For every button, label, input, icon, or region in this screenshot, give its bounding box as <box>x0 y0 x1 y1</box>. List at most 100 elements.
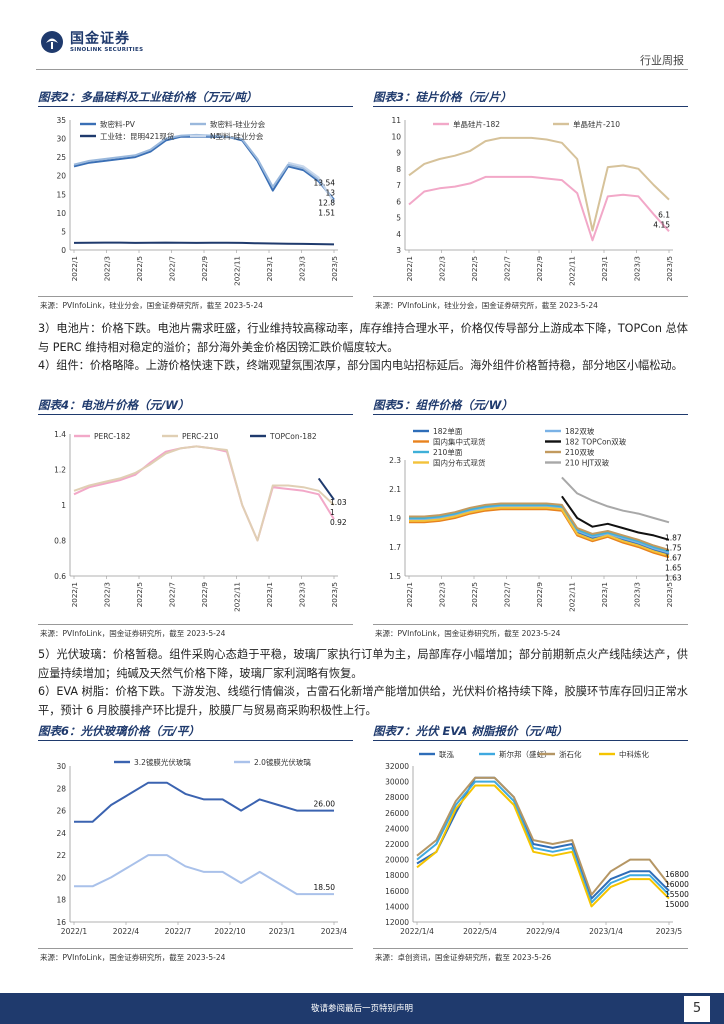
fig3-xtick-label: 2022/9 <box>535 256 544 282</box>
fig3-xtick-label: 2022/1 <box>405 256 414 281</box>
fig3-ytick-label: 11 <box>391 116 401 125</box>
fig6-chart: 16 18 20 22 24 26 28 30 2022/1 2022/4 2022/7 2022/1… <box>56 757 348 936</box>
fig7-legend-label: 斯尔邦（盛虹） <box>499 749 552 759</box>
fig7-legend-label: 联泓 <box>439 750 454 759</box>
fig7-series-line <box>416 776 670 900</box>
fig5-ytick-label: 2.1 <box>389 485 401 494</box>
fig2-end-label: 13.54 <box>314 179 336 188</box>
fig5-xtick-label: 2023/5 <box>665 582 674 607</box>
fig3-end-label: 4.15 <box>653 220 670 229</box>
fig7-xtick-label: 2023/1/4 <box>589 927 623 936</box>
fig4-xtick-label: 2022/5 <box>135 582 144 607</box>
fig6-xtick-label: 2023/4 <box>321 927 348 936</box>
fig5-end-label: 1.75 <box>665 543 682 552</box>
fig3-ytick-label: 10 <box>391 132 401 141</box>
fig5-series-line <box>409 506 670 557</box>
fig4-xtick-label: 2022/9 <box>200 582 209 608</box>
fig2-ytick-label: 10 <box>56 209 66 218</box>
fig4-xtick-label: 2023/1 <box>265 582 274 607</box>
fig6-source-rule <box>38 948 353 949</box>
fig5-series-line <box>561 476 670 524</box>
fig5-title: 图表5：组件价格（元/W） <box>373 398 513 412</box>
fig3-ytick-label: 5 <box>396 214 401 223</box>
fig5-legend-label: 182单面 <box>433 426 463 436</box>
fig6-ytick-label: 30 <box>56 762 66 771</box>
fig6-end-label: 26.00 <box>314 800 336 809</box>
fig6-series-line <box>74 781 334 823</box>
fig6-legend-label: 3.2镀膜光伏玻璃 <box>134 757 191 767</box>
fig5-title-rule <box>373 414 688 415</box>
fig7-ytick-label: 32000 <box>385 762 409 771</box>
fig5-xtick-label: 2022/11 <box>568 582 577 612</box>
fig3-legend-label: 单晶硅片-210 <box>573 119 620 129</box>
fig5-xtick-label: 2023/1 <box>600 582 609 607</box>
fig2-series-line <box>73 241 335 246</box>
fig4-title-rule <box>38 414 353 415</box>
fig3-ytick-label: 7 <box>396 181 401 190</box>
fig4-end-label: 1 <box>330 508 335 517</box>
fig7-ytick-label: 30000 <box>385 778 409 787</box>
fig5-xtick-label: 2022/5 <box>470 582 479 607</box>
fig2-title-rule <box>38 106 353 107</box>
fig4-title: 图表4：电池片价格（元/W） <box>38 398 190 412</box>
fig6-xtick-label: 2022/1 <box>61 927 88 936</box>
fig7-end-label: 15500 <box>665 890 689 899</box>
fig5-source: 来源：PVInfoLink，国金证券研究所，截至 2023-5-24 <box>375 629 561 638</box>
fig7-end-label: 16800 <box>665 870 689 879</box>
logo-en-text: SINOLINK SECURITIES <box>70 46 144 53</box>
fig3-end-label: 6.1 <box>658 210 670 219</box>
fig7-ytick-label: 22000 <box>385 840 409 849</box>
fig5-source-rule <box>373 624 688 625</box>
fig5-ytick-label: 2.3 <box>389 456 401 465</box>
fig4-series-line <box>317 477 335 501</box>
fig5-legend-label: 210单面 <box>433 447 463 457</box>
footer-bar <box>0 993 724 1024</box>
fig6-ytick-label: 22 <box>56 851 66 860</box>
fig7-ytick-label: 14000 <box>385 902 409 911</box>
page-number: 5 <box>684 996 710 1022</box>
fig4-ytick-label: 1 <box>61 501 66 510</box>
fig5-legend-label: 210 HJT双玻 <box>565 458 610 468</box>
fig2-xtick-label: 2022/7 <box>168 256 177 281</box>
fig5-legend-label: 国内分布式现货 <box>433 458 486 468</box>
fig2-legend-label: N型料-硅业分会 <box>210 131 264 141</box>
fig5-end-label: 1.87 <box>665 533 682 542</box>
fig2-xtick-label: 2023/5 <box>330 256 339 281</box>
fig3-xtick-label: 2022/7 <box>503 256 512 281</box>
fig3-source: 来源：PVInfoLink，硅业分会，国金证券研究所，截至 2023-5-24 <box>375 301 598 310</box>
fig7-xtick-label: 2022/9/4 <box>526 927 560 936</box>
fig7-xtick-label: 2023/5 <box>656 927 683 936</box>
report-type: 行业周报 <box>640 54 684 67</box>
fig5-xtick-label: 2022/1 <box>405 582 414 607</box>
fig3-title-rule <box>373 106 688 107</box>
fig2-chart: 0 5 10 15 20 25 30 35 2022/1 2022/3 2022/5 2022/7 20… <box>56 116 339 286</box>
fig5-xtick-label: 2022/9 <box>535 582 544 608</box>
fig2-xtick-label: 2022/9 <box>200 256 209 282</box>
fig2-ytick-label: 15 <box>56 190 66 199</box>
fig4-xtick-label: 2023/3 <box>298 582 307 607</box>
logo-cn-text: 国金证券 <box>70 30 130 47</box>
fig6-end-label: 18.50 <box>314 883 336 892</box>
fig5-series-line <box>409 502 670 551</box>
fig6-xtick-label: 2023/1 <box>269 927 296 936</box>
fig6-ytick-label: 24 <box>56 829 66 838</box>
company-logo: 国金证券 SINOLINK SECURITIES <box>40 30 143 54</box>
fig5-end-label: 1.65 <box>665 563 682 572</box>
fig3-xtick-label: 2023/5 <box>665 256 674 281</box>
fig3-title: 图表3：硅片价格（元/片） <box>373 90 512 104</box>
fig6-title: 图表6：光伏玻璃价格（元/平） <box>38 724 200 738</box>
fig7-end-label: 15000 <box>665 900 689 909</box>
fig5-series-line <box>409 503 670 553</box>
fig3-ytick-label: 4 <box>396 230 401 239</box>
fig2-ytick-label: 5 <box>61 227 66 236</box>
fig2-end-label: 1.51 <box>318 209 335 218</box>
fig3-series-line <box>408 136 670 232</box>
fig6-xtick-label: 2022/10 <box>214 927 245 936</box>
fig5-legend-label: 182双玻 <box>565 426 595 436</box>
fig7-series-line <box>416 776 670 896</box>
fig2-title: 图表2：多晶硅料及工业硅价格（万元/吨） <box>38 90 258 104</box>
fig7-ytick-label: 18000 <box>385 871 409 880</box>
fig7-series-line <box>416 780 670 904</box>
fig2-ytick-label: 25 <box>56 153 66 162</box>
fig3-source-rule <box>373 296 688 297</box>
